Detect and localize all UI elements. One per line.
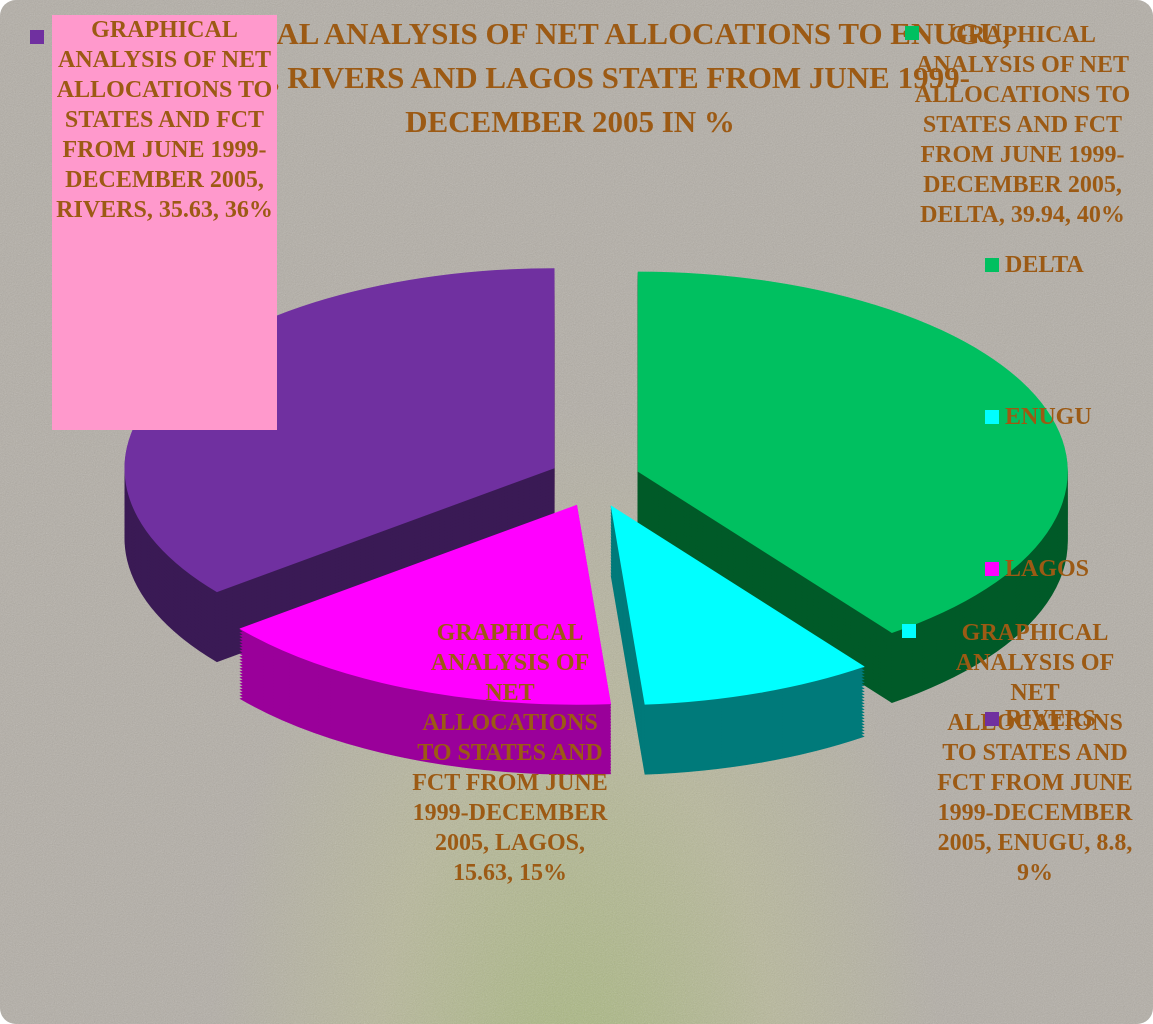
- data-label: GRAPHICAL ANALYSIS OF NET ALLOCATIONS TO…: [914, 22, 1131, 228]
- slice: [637, 271, 1068, 633]
- legend-swatch: [985, 712, 999, 726]
- legend-swatch: [985, 562, 999, 576]
- legend-item: LAGOS: [985, 556, 1089, 583]
- slice: [239, 504, 611, 705]
- legend-label: RIVERS: [1005, 706, 1096, 732]
- chart-title: GRAPHICAL ANALYSIS OF NET ALLOCATIONS TO…: [130, 16, 1011, 139]
- label-marker: [902, 624, 916, 638]
- legend-item: ENUGU: [985, 404, 1092, 431]
- legend-label: DELTA: [1005, 252, 1084, 278]
- legend-label: LAGOS: [1005, 556, 1090, 582]
- data-label: GRAPHICAL ANALYSIS OF NET ALLOCATIONS TO…: [412, 620, 608, 886]
- legend-swatch: [985, 258, 999, 272]
- legend-swatch: [985, 410, 999, 424]
- data-label: GRAPHICAL ANALYSIS OF NET ALLOCATIONS TO…: [937, 620, 1133, 886]
- legend-label: ENUGU: [1005, 404, 1092, 430]
- legend-item: RIVERS: [985, 706, 1096, 733]
- legend-item: DELTA: [985, 252, 1084, 279]
- label-marker: [905, 26, 919, 40]
- data-label: GRAPHICAL ANALYSIS OF NET ALLOCATIONS TO…: [52, 15, 277, 430]
- label-marker: [30, 30, 44, 44]
- slice: [610, 505, 865, 705]
